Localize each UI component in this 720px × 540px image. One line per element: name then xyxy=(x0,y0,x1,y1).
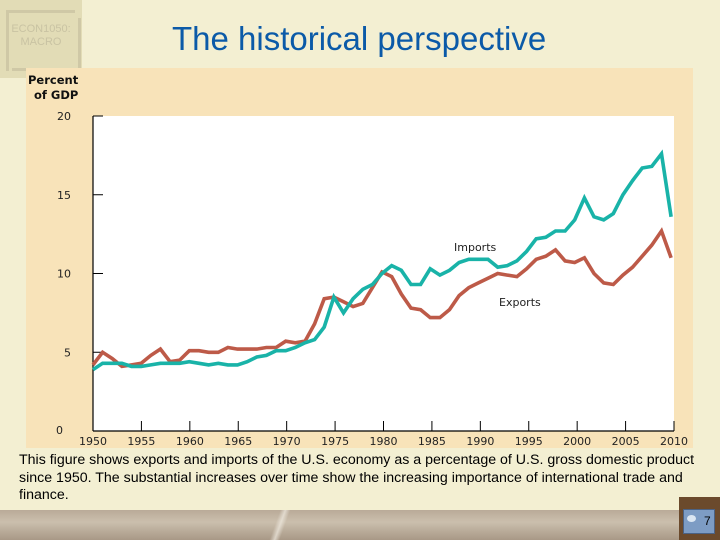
slide-caption: This figure shows exports and imports of… xyxy=(19,452,695,503)
y-axis-label-line-1: Percent xyxy=(28,73,79,87)
line-chart: Percent of GDP 0 5 10 15 20 1950 1955 1960 1965… xyxy=(28,73,688,448)
floor-highlight xyxy=(260,510,300,540)
x-axis-ticks: 1950 1955 1960 1965 1970 1975 1980 1985 1990 1995… xyxy=(79,421,688,448)
y-axis-label-line-2: of GDP xyxy=(34,88,78,102)
x-tick-label: 1950 xyxy=(79,435,107,448)
logo-line-2: MACRO xyxy=(20,36,62,48)
x-tick-label: 1955 xyxy=(127,435,155,448)
x-tick-label: 2005 xyxy=(612,435,640,448)
y-tick-label: 20 xyxy=(57,110,71,123)
page-badge-dot-icon xyxy=(687,515,696,522)
x-tick-label: 1975 xyxy=(321,435,349,448)
logo-line-1: ECON1050: xyxy=(11,23,71,35)
series-lines xyxy=(91,149,673,372)
y-tick-label: 0 xyxy=(56,424,63,437)
x-tick-label: 1965 xyxy=(224,435,252,448)
x-tick-label: 1970 xyxy=(273,435,301,448)
y-tick-label: 5 xyxy=(64,346,71,359)
x-tick-label: 1990 xyxy=(466,435,494,448)
y-tick-label: 15 xyxy=(57,189,71,202)
exports-series-label: Exports xyxy=(499,296,541,309)
background-floor-image xyxy=(0,510,720,540)
x-tick-label: 1980 xyxy=(370,435,398,448)
x-tick-label: 2010 xyxy=(660,435,688,448)
imports-series-label: Imports xyxy=(454,241,497,254)
x-tick-label: 1960 xyxy=(176,435,204,448)
chart-panel: Percent of GDP 0 5 10 15 20 1950 1955 1960 1965… xyxy=(26,68,693,448)
course-logo: ECON1050: MACRO xyxy=(0,0,82,78)
imports-line xyxy=(92,149,673,372)
y-axis-ticks: 0 5 10 15 20 xyxy=(56,110,103,437)
page-number: 7 xyxy=(704,514,711,528)
y-tick-label: 10 xyxy=(57,268,71,281)
logo-text: ECON1050: MACRO xyxy=(0,23,82,49)
x-tick-label: 2000 xyxy=(563,435,591,448)
logo-frame xyxy=(6,10,75,71)
x-tick-label: 1985 xyxy=(418,435,446,448)
slide-title: The historical perspective xyxy=(172,20,547,57)
x-tick-label: 1995 xyxy=(515,435,543,448)
